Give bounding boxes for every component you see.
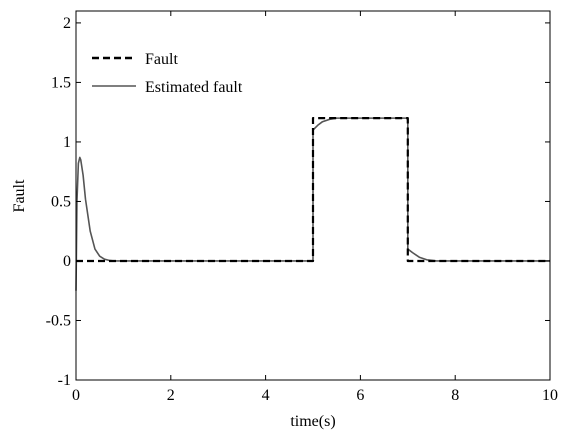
legend: Fault Estimated fault: [92, 51, 243, 96]
y-tick-label: 2: [63, 15, 71, 32]
y-tick-label: 1.5: [51, 74, 71, 91]
x-tick-label: 10: [542, 387, 558, 404]
x-axis-label: time(s): [290, 413, 335, 430]
y-axis-label: Fault: [11, 179, 28, 212]
y-tick-label: -1: [58, 372, 71, 389]
series-line-estimated-fault: [75, 117, 550, 291]
x-tick-label: 2: [167, 387, 175, 404]
x-tick-label: 0: [72, 387, 80, 404]
y-tick-label: -0.5: [46, 312, 71, 329]
x-tick-label: 4: [262, 387, 270, 404]
x-tick-label: 8: [451, 387, 459, 404]
y-tick-label: 1: [63, 134, 71, 151]
y-tick-label: 0: [63, 253, 71, 270]
tick-labels: 0 2 4 6 8 10 -1 -0.5 0 0.5 1 1.5 2: [46, 15, 558, 404]
legend-label: Estimated fault: [145, 79, 243, 96]
series-line-fault: [76, 117, 550, 263]
plot-lines: [75, 117, 550, 291]
legend-label: Fault: [145, 51, 178, 68]
x-tick-label: 6: [356, 387, 364, 404]
y-tick-label: 0.5: [51, 193, 71, 210]
ticks: [75, 11, 551, 381]
plot-frame: [75, 10, 551, 381]
